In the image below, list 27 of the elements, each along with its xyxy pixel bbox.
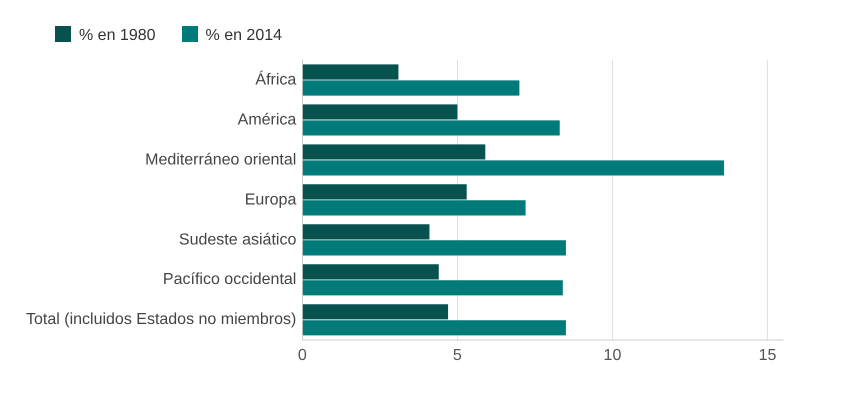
bar — [302, 280, 563, 296]
y-tick-label: Sudeste asiático — [178, 231, 296, 248]
y-tick-label: Pacífico occidental — [162, 271, 296, 288]
legend-label: % en 2014 — [204, 26, 282, 45]
y-tick-label: América — [238, 111, 296, 128]
x-tick-label: 15 — [758, 346, 776, 364]
y-tick-label: Europa — [244, 191, 296, 208]
bar — [302, 264, 439, 280]
legend-label: % en 1980 — [78, 26, 156, 45]
bar — [302, 184, 467, 200]
bar — [302, 144, 486, 160]
x-tick-label: 5 — [452, 346, 462, 364]
y-tick-label: Total (incluidos Estados no miembros) — [26, 311, 296, 328]
x-tick-label: 10 — [604, 346, 622, 364]
bar — [302, 120, 560, 136]
y-tick-label: África — [255, 70, 296, 88]
y-tick-label: Mediterráneo oriental — [145, 151, 296, 168]
bar — [302, 64, 398, 80]
bar — [302, 240, 566, 256]
bar — [302, 160, 724, 176]
bar — [302, 80, 520, 96]
x-tick-label: 0 — [298, 346, 307, 364]
bar — [302, 224, 430, 240]
bar — [302, 200, 526, 216]
bar — [302, 304, 448, 320]
bar — [302, 320, 566, 336]
bar — [302, 104, 458, 120]
